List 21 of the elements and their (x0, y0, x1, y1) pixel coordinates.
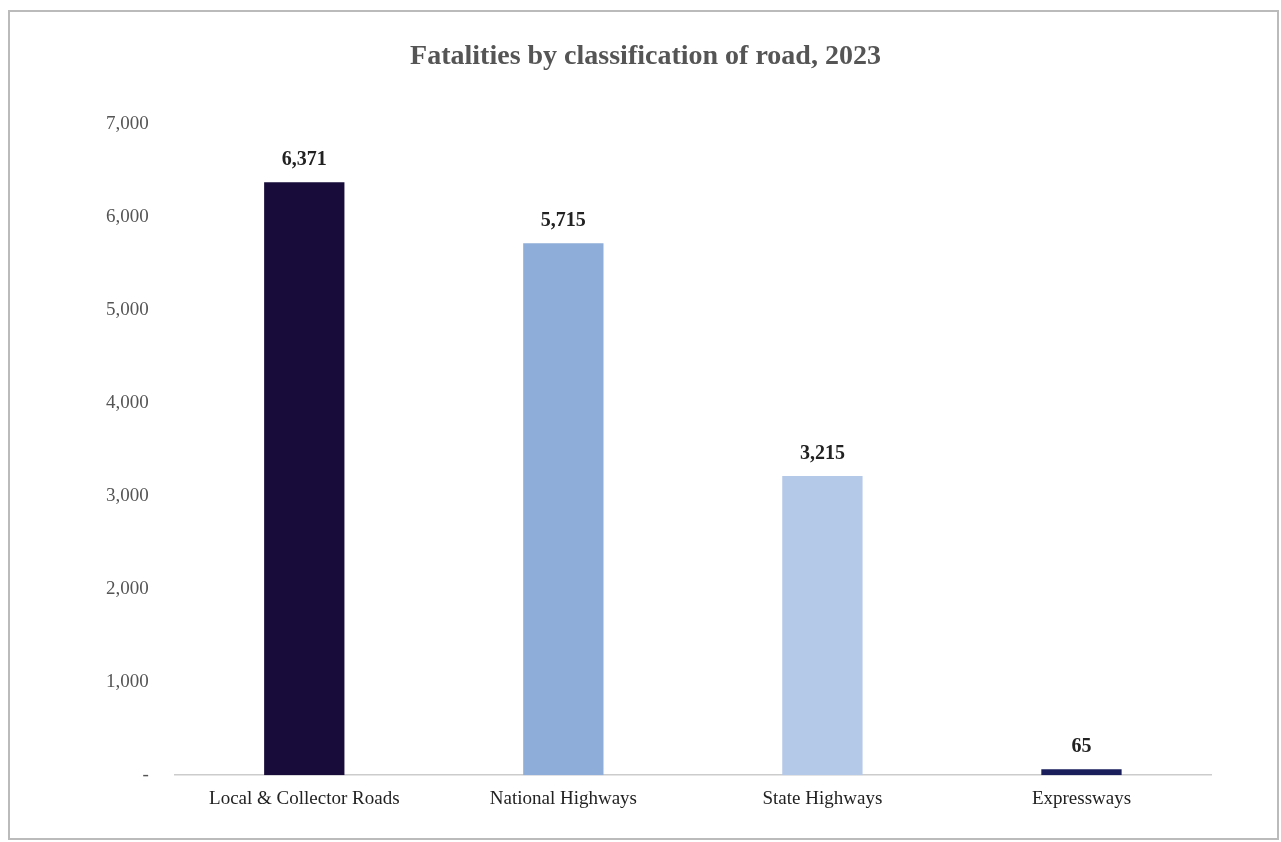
x-tick-label: Local & Collector Roads (209, 786, 400, 808)
x-tick-label: Expressways (1031, 786, 1132, 808)
y-tick-label: 2,000 (106, 577, 149, 599)
y-tick-label: 3,000 (106, 483, 149, 505)
y-tick-label: 6,000 (106, 204, 149, 226)
x-tick-label: State Highways (762, 786, 883, 808)
data-label: 65 (1071, 734, 1092, 757)
chart-title: Fatalities by classification of road, 2023 (410, 39, 881, 71)
y-tick-label: 5,000 (106, 297, 149, 319)
data-label: 6,371 (281, 147, 327, 170)
bar (523, 243, 604, 776)
bar (1041, 769, 1122, 776)
data-label: 5,715 (540, 208, 586, 231)
y-tick-label: 1,000 (106, 670, 149, 692)
data-label: 3,215 (799, 441, 845, 464)
y-tick-label: 7,000 (106, 111, 149, 133)
y-tick-label: 4,000 (106, 390, 149, 412)
x-tick-label: National Highways (489, 786, 637, 808)
bar (782, 475, 863, 776)
bar (264, 182, 345, 776)
y-tick-label: - (142, 763, 149, 785)
